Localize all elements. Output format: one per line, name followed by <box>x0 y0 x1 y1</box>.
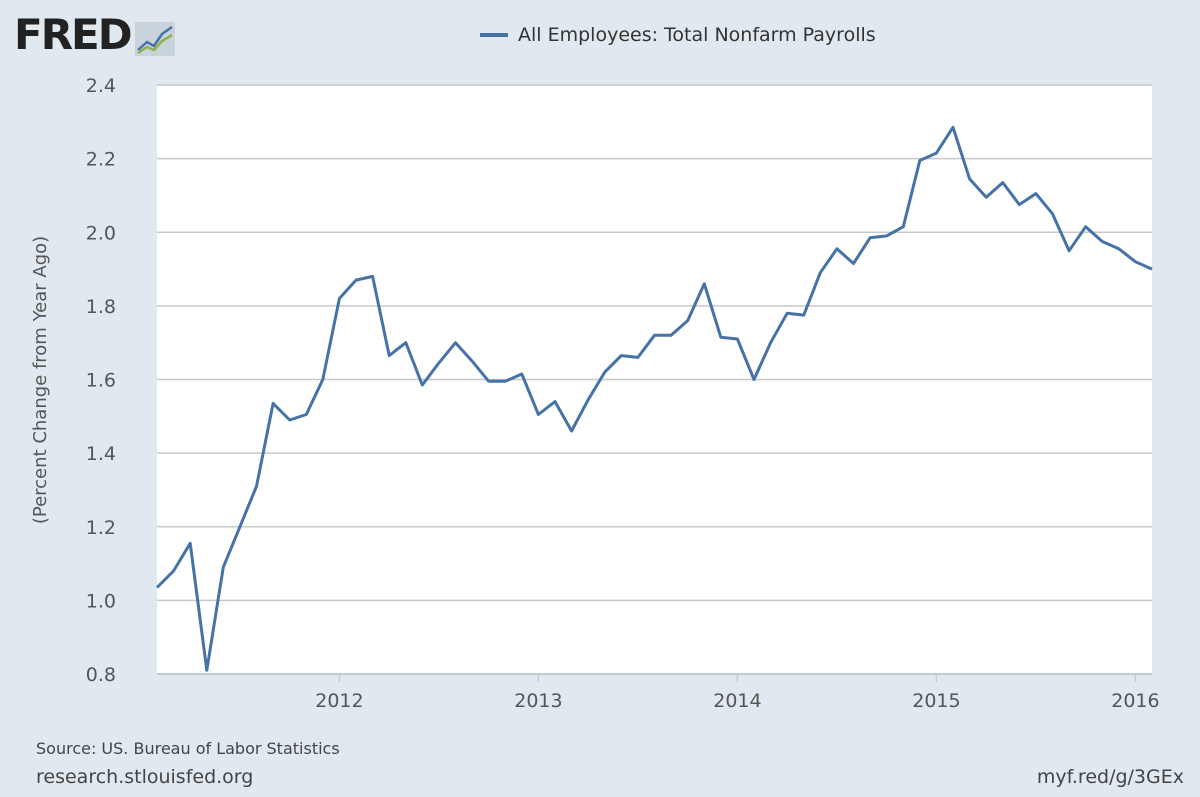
y-tick-label: 2.0 <box>86 222 116 244</box>
fred-logo[interactable]: FRED <box>14 14 175 56</box>
y-tick-label: 1.4 <box>86 443 116 465</box>
x-tick-label: 2016 <box>1111 690 1159 712</box>
y-tick-label: 2.4 <box>86 75 116 97</box>
logo-text: FRED <box>14 10 133 59</box>
y-axis-label: (Percent Change from Year Ago) <box>30 236 51 524</box>
x-tick-label: 2015 <box>912 690 960 712</box>
y-tick-label: 0.8 <box>86 664 116 686</box>
source-note: Source: US. Bureau of Labor Statistics <box>36 739 340 758</box>
legend-label: All Employees: Total Nonfarm Payrolls <box>518 24 876 46</box>
chart-logo-icon <box>134 22 175 56</box>
site-link[interactable]: research.stlouisfed.org <box>36 766 254 788</box>
y-tick-label: 1.2 <box>86 517 116 539</box>
x-tick-label: 2012 <box>315 690 363 712</box>
short-link[interactable]: myf.red/g/3GEx <box>1036 766 1184 788</box>
legend-swatch <box>480 33 508 37</box>
legend: All Employees: Total Nonfarm Payrolls <box>480 24 876 46</box>
y-tick-label: 1.8 <box>86 296 116 318</box>
series-line <box>155 125 1153 672</box>
x-tick-label: 2013 <box>514 690 562 712</box>
x-tick-label: 2014 <box>713 690 761 712</box>
y-tick-label: 1.0 <box>86 590 116 612</box>
y-tick-label: 1.6 <box>86 370 116 392</box>
y-tick-label: 2.2 <box>86 149 116 171</box>
